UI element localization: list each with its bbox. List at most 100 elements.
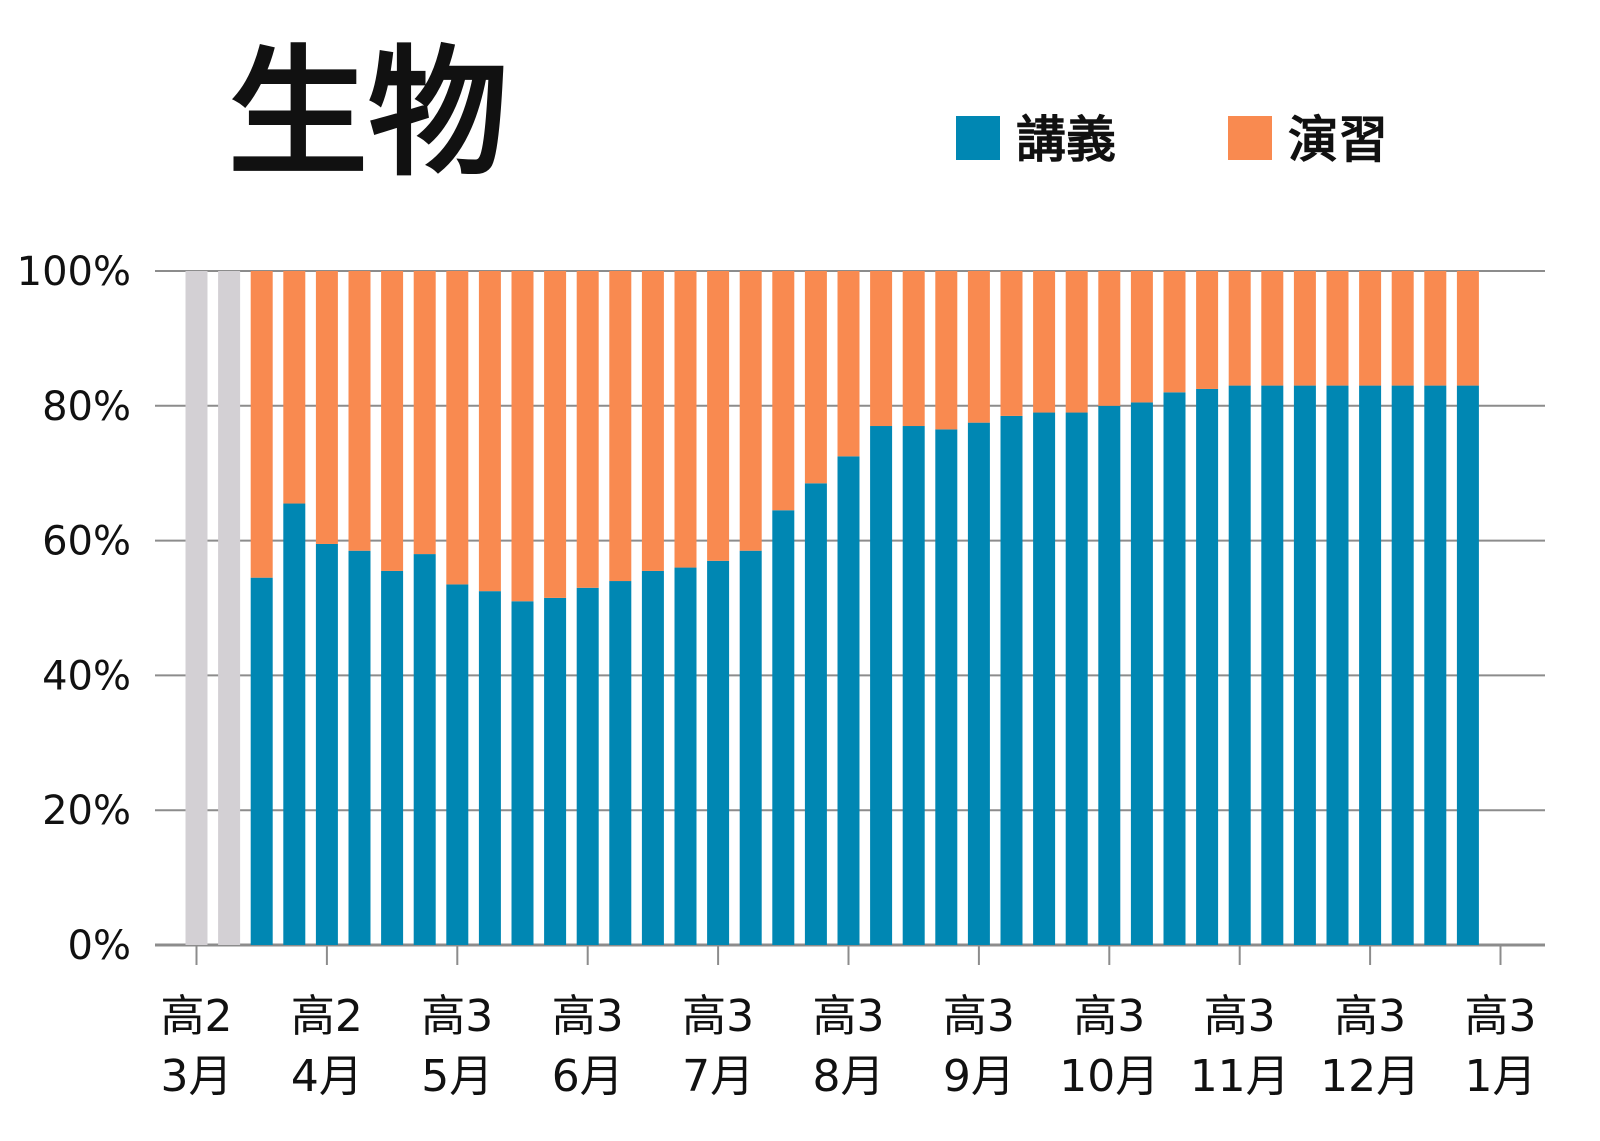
bar-segment-lecture — [772, 510, 795, 945]
bar-segment-exercise — [609, 271, 632, 582]
bar-segment-lecture — [1261, 385, 1284, 946]
bars — [185, 271, 1479, 946]
bar-segment-lecture — [837, 456, 860, 945]
y-axis-ticks: 0% 20% 40% 60% 80% 100% — [17, 249, 131, 969]
bar-segment-lecture — [1000, 415, 1023, 945]
bar-segment-lecture — [804, 483, 827, 945]
bar-segment-exercise — [413, 271, 436, 555]
bar-segment-exercise — [381, 271, 404, 571]
bar-segment-exercise — [250, 271, 273, 578]
bar-segment-lecture — [283, 503, 306, 945]
bar-segment-exercise — [1424, 271, 1447, 386]
bar-segment-exercise — [1293, 271, 1316, 386]
bar-segment-lecture — [446, 584, 469, 945]
x-axis-ticks: 高23月高24月高35月高36月高37月高38月高39月高310月高311月高3… — [161, 945, 1537, 1102]
bar-segment-lecture — [576, 587, 599, 945]
bar-segment-lecture — [1196, 388, 1219, 945]
bar-segment-exercise — [641, 271, 664, 571]
y-tick-label: 100% — [17, 249, 131, 295]
x-tick-label-grade: 高3 — [552, 991, 624, 1042]
bar-segment-lecture — [1065, 412, 1088, 945]
legend: 講義 演習 — [956, 111, 1388, 169]
bar-segment-exercise — [1033, 271, 1056, 413]
bar-segment-lecture — [1456, 385, 1479, 946]
bar-segment-exercise — [315, 271, 338, 544]
x-tick-label-month: 5月 — [421, 1051, 493, 1102]
x-tick-label-month: 7月 — [682, 1051, 754, 1102]
x-tick-label-grade: 高3 — [421, 991, 493, 1042]
bar-segment-lecture — [315, 543, 338, 945]
bar-segment-exercise — [1261, 271, 1284, 386]
x-tick-label-grade: 高3 — [1465, 991, 1537, 1042]
x-tick-label-month: 3月 — [161, 1051, 233, 1102]
bar-segment-exercise — [967, 271, 990, 423]
bar-segment-lecture — [609, 581, 632, 945]
bar-segment-lecture — [1391, 385, 1414, 946]
y-tick-label: 40% — [42, 653, 131, 699]
bar-segment-lecture — [544, 597, 567, 945]
legend-swatch-exercise — [1228, 116, 1272, 160]
bar-segment-lecture — [870, 426, 893, 945]
bar-segment-exercise — [837, 271, 860, 457]
x-tick-label-grade: 高3 — [682, 991, 754, 1042]
bar-segment-exercise — [1456, 271, 1479, 386]
x-tick-label-grade: 高3 — [1334, 991, 1406, 1042]
bar-segment-lecture — [707, 560, 730, 945]
bar-segment-exercise — [544, 271, 567, 598]
bar-segment-lecture — [511, 601, 534, 945]
bar-segment-lecture — [1293, 385, 1316, 946]
y-tick-label: 20% — [42, 788, 131, 834]
y-tick-label: 0% — [68, 923, 131, 969]
bar-segment-exercise — [1391, 271, 1414, 386]
bar-segment-lecture — [250, 577, 273, 945]
bar-segment-lecture — [381, 570, 404, 945]
bar-segment-lecture — [674, 567, 697, 945]
y-tick-label: 60% — [42, 519, 131, 565]
bar-segment-exercise — [348, 271, 371, 551]
bar-segment-lecture — [1359, 385, 1382, 946]
bar-segment-lecture — [935, 429, 958, 945]
bar-segment-exercise — [511, 271, 534, 602]
legend-label-exercise: 演習 — [1288, 111, 1388, 169]
bar-segment-exercise — [1228, 271, 1251, 386]
x-tick-label-month: 9月 — [943, 1051, 1015, 1102]
x-tick-label-grade: 高3 — [1073, 991, 1145, 1042]
bar-segment-exercise — [902, 271, 925, 427]
bar-segment-lecture — [1098, 405, 1121, 945]
legend-label-lecture: 講義 — [1016, 111, 1116, 169]
x-tick-label-month: 12月 — [1320, 1051, 1420, 1102]
bar-segment-lecture — [1228, 385, 1251, 946]
chart-title: 生物 — [228, 33, 508, 196]
bar-segment-exercise — [707, 271, 730, 561]
inactive-bar — [218, 271, 241, 945]
bar-segment-lecture — [967, 422, 990, 945]
y-tick-label: 80% — [42, 384, 131, 430]
x-tick-label-grade: 高2 — [161, 991, 233, 1042]
inactive-bar — [185, 271, 208, 945]
bar-segment-exercise — [283, 271, 306, 504]
x-tick-label-grade: 高3 — [813, 991, 885, 1042]
bar-segment-exercise — [1098, 271, 1121, 406]
x-tick-label-grade: 高2 — [291, 991, 363, 1042]
bar-segment-lecture — [1326, 385, 1349, 946]
bar-segment-lecture — [478, 591, 501, 945]
bar-segment-exercise — [1163, 271, 1186, 393]
bar-segment-exercise — [1196, 271, 1219, 389]
bar-segment-exercise — [1130, 271, 1153, 403]
x-tick-label-month: 6月 — [552, 1051, 624, 1102]
bar-segment-exercise — [446, 271, 469, 585]
bar-segment-lecture — [1163, 392, 1186, 945]
bar-segment-lecture — [348, 550, 371, 945]
bar-segment-exercise — [1326, 271, 1349, 386]
x-tick-label-month: 1月 — [1465, 1051, 1537, 1102]
bar-segment-lecture — [739, 550, 762, 945]
legend-swatch-lecture — [956, 116, 1000, 160]
bar-segment-exercise — [772, 271, 795, 511]
bar-segment-lecture — [1130, 402, 1153, 945]
bar-segment-lecture — [902, 426, 925, 945]
bar-segment-exercise — [1000, 271, 1023, 416]
bar-segment-exercise — [478, 271, 501, 592]
bar-segment-lecture — [1033, 412, 1056, 945]
bar-segment-lecture — [1424, 385, 1447, 946]
